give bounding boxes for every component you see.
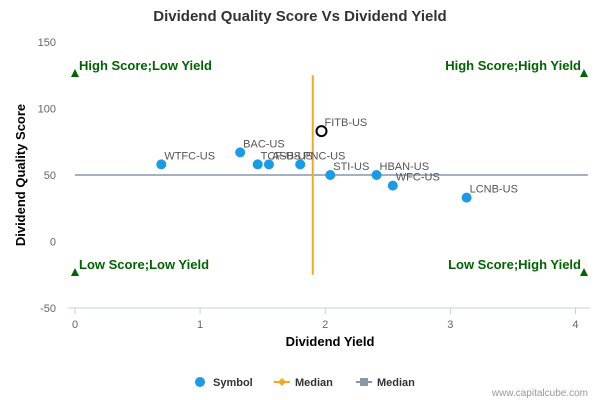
- quadrant-markers: [71, 69, 588, 276]
- highlight-point-label: FITB-US: [324, 117, 367, 129]
- legend-item[interactable]: Median: [274, 377, 333, 389]
- data-point[interactable]: [387, 180, 398, 191]
- legend-item[interactable]: Median: [356, 377, 415, 389]
- quadrant-label-bottom-left: Low Score;Low Yield: [79, 257, 209, 272]
- y-tick-label: 0: [50, 237, 56, 249]
- legend: Symbol Median Median: [195, 377, 415, 389]
- x-ticks: 0 1 2 3 4: [72, 308, 579, 331]
- legend-item[interactable]: Symbol: [195, 377, 253, 389]
- data-point-label: LCNB-US: [470, 184, 518, 196]
- data-point-label: PNC-US: [303, 150, 345, 162]
- quadrant-label-bottom-right: Low Score;High Yield: [448, 257, 581, 272]
- y-axis-title: Dividend Quality Score: [13, 104, 28, 246]
- data-point-label: TCF-US: [261, 150, 301, 162]
- data-point-label: ASB-US: [272, 150, 313, 162]
- legend-circle-icon: [195, 377, 205, 387]
- legend-diamond-icon: [278, 378, 286, 386]
- data-point[interactable]: [263, 159, 274, 170]
- legend-square-icon: [360, 378, 368, 386]
- quadrant-label-top-left: High Score;Low Yield: [79, 58, 212, 73]
- chart-title: Dividend Quality Score Vs Dividend Yield: [153, 8, 446, 25]
- data-point[interactable]: [295, 159, 306, 170]
- y-ticks: -50 0 50 100 150: [38, 37, 56, 315]
- x-tick-label: 4: [572, 319, 578, 331]
- x-tick-label: 0: [72, 319, 78, 331]
- y-tick-label: -50: [40, 303, 56, 315]
- legend-label: Symbol: [213, 377, 253, 389]
- quadrant-marker-icon: [71, 69, 79, 77]
- data-point-label: HBAN-US: [380, 161, 430, 173]
- x-tick-label: 3: [447, 319, 453, 331]
- data-point-label: WTFC-US: [164, 150, 215, 162]
- legend-label: Median: [295, 377, 333, 389]
- legend-label: Median: [377, 377, 415, 389]
- quadrant-marker-icon: [580, 268, 588, 276]
- data-point[interactable]: [325, 170, 336, 180]
- credit-text: www.capitalcube.com: [491, 388, 588, 399]
- y-tick-label: 50: [44, 170, 56, 182]
- quadrant-marker-icon: [71, 268, 79, 276]
- data-point[interactable]: [235, 147, 246, 158]
- data-point-label: WFC-US: [396, 172, 440, 184]
- data-point[interactable]: [252, 159, 263, 170]
- y-tick-label: 100: [38, 104, 56, 116]
- data-point[interactable]: [461, 192, 472, 203]
- highlight-point[interactable]: [315, 125, 328, 138]
- x-tick-label: 2: [322, 319, 328, 331]
- x-tick-label: 1: [197, 319, 203, 331]
- quadrant-marker-icon: [580, 69, 588, 77]
- quadrant-label-top-right: High Score;High Yield: [445, 58, 581, 73]
- data-point-label: BAC-US: [243, 138, 285, 150]
- data-point[interactable]: [156, 159, 167, 170]
- data-point[interactable]: [371, 170, 382, 180]
- data-point-label: STI-US: [333, 161, 369, 173]
- x-axis-title: Dividend Yield: [286, 334, 375, 349]
- y-tick-label: 150: [38, 37, 56, 49]
